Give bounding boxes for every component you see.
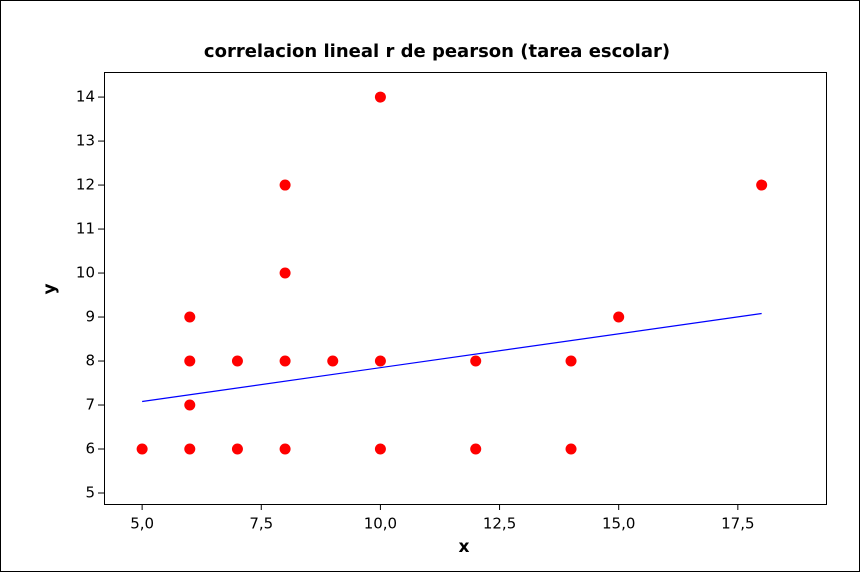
point: [231, 443, 243, 455]
y-tick-label: 14: [76, 88, 95, 106]
y-tick-label: 13: [76, 132, 95, 150]
fit-line: [142, 312, 762, 403]
point: [279, 267, 291, 279]
point: [613, 311, 625, 323]
y-tick-label: 11: [76, 220, 95, 238]
point: [279, 355, 291, 367]
y-tick-label: 7: [85, 396, 95, 414]
point: [279, 443, 291, 455]
point: [374, 91, 386, 103]
x-tick-label: 12,5: [483, 515, 516, 533]
x-tick-label: 10,0: [364, 515, 397, 533]
y-tick-label: 5: [85, 484, 95, 502]
point: [756, 179, 768, 191]
point: [327, 355, 339, 367]
y-tick-label: 12: [76, 176, 95, 194]
x-tick-label: 5,0: [130, 515, 154, 533]
point: [374, 443, 386, 455]
point: [184, 311, 196, 323]
y-tick-label: 10: [76, 264, 95, 282]
point: [184, 355, 196, 367]
chart-title: correlacion lineal r de pearson (tarea e…: [204, 41, 670, 62]
x-tick-label: 15,0: [602, 515, 635, 533]
x-axis-label: x: [459, 537, 470, 557]
point: [565, 443, 577, 455]
point: [184, 443, 196, 455]
point: [184, 399, 196, 411]
point: [279, 179, 291, 191]
x-tick-label: 7,5: [249, 515, 273, 533]
y-tick-label: 9: [85, 308, 95, 326]
point: [470, 443, 482, 455]
plot-area: [104, 72, 827, 505]
x-tick-label: 17,5: [721, 515, 754, 533]
point: [565, 355, 577, 367]
point: [374, 355, 386, 367]
y-tick-label: 6: [85, 440, 95, 458]
y-tick-label: 8: [85, 352, 95, 370]
point: [136, 443, 148, 455]
point: [231, 355, 243, 367]
y-axis-label: y: [40, 283, 60, 294]
point: [470, 355, 482, 367]
